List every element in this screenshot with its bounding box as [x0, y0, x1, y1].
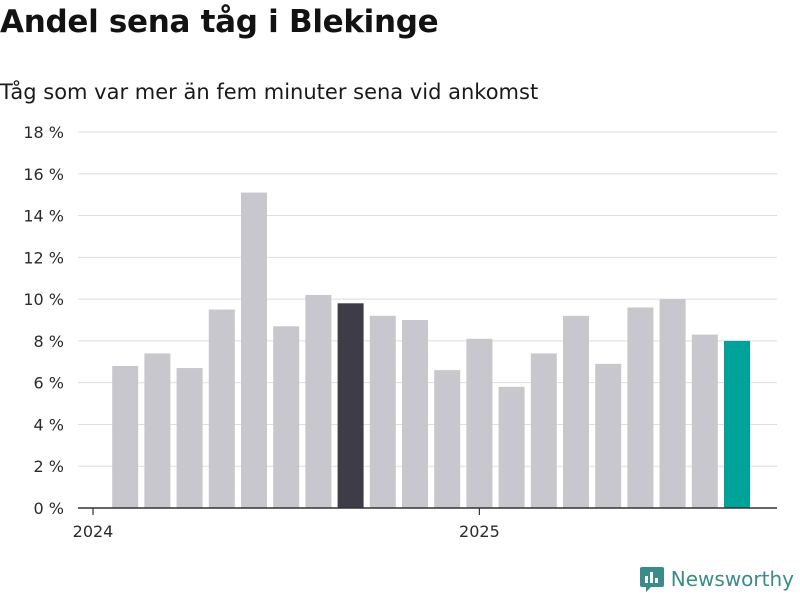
bar-2024-04: [176, 368, 203, 508]
bar-2025-04: [563, 315, 589, 508]
newsworthy-logo-icon: [639, 567, 664, 592]
bar-2024-08: [305, 294, 332, 508]
y-axis-ticks: 0 % 2 % 4 % 6 % 8 % 10 % 12 % 14 % 16 % 18 %: [23, 123, 64, 518]
y-tick-label: 0 %: [34, 499, 64, 518]
bar-2025-06: [627, 307, 654, 508]
newsworthy-brand: Newsworthy: [639, 564, 794, 594]
bars: [112, 192, 750, 509]
brand-name: Newsworthy: [670, 567, 794, 591]
bar-2025-02: [498, 386, 525, 508]
chart-subtitle: Tåg som var mer än fem minuter sena vid …: [0, 80, 539, 104]
bar-2024-12: [434, 370, 461, 508]
y-tick-label: 4 %: [34, 415, 64, 434]
bar-2024-06: [241, 192, 267, 509]
bar-2024-02: [112, 365, 139, 508]
bar-2024-05: [208, 309, 235, 508]
bar-2024-03: [144, 353, 171, 508]
x-tick-label: 2024: [73, 522, 114, 541]
y-tick-label: 10 %: [23, 290, 64, 309]
y-tick-label: 14 %: [23, 207, 64, 226]
y-tick-label: 8 %: [34, 332, 64, 351]
chart-title: Andel sena tåg i Blekinge: [0, 4, 439, 40]
y-tick-label: 18 %: [23, 123, 64, 142]
bar-2025-09: [724, 340, 750, 508]
bar-2025-01: [466, 338, 493, 508]
bar-2024-11: [402, 320, 428, 508]
x-axis-ticks: 2024 2025: [73, 508, 500, 541]
bar-2025-05: [595, 363, 622, 508]
bar-2024-07: [273, 326, 300, 508]
bar-2024-09: [337, 303, 364, 508]
bar-2025-08: [691, 334, 718, 508]
y-tick-label: 12 %: [23, 248, 64, 267]
bar-2025-07: [659, 299, 686, 508]
x-tick-label: 2025: [459, 522, 500, 541]
bar-2024-10: [369, 315, 396, 508]
bar-2025-03: [530, 353, 557, 508]
y-tick-label: 6 %: [34, 374, 64, 393]
y-tick-label: 2 %: [34, 457, 64, 476]
y-tick-label: 16 %: [23, 165, 64, 184]
